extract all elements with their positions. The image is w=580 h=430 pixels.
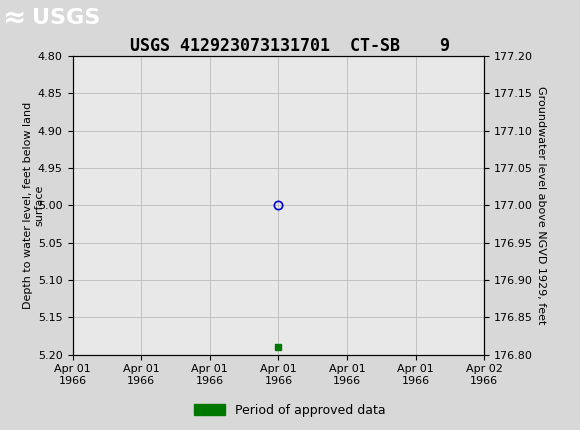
Y-axis label: Depth to water level, feet below land
surface: Depth to water level, feet below land su… xyxy=(23,102,45,309)
Text: ≈: ≈ xyxy=(3,3,26,32)
Text: USGS: USGS xyxy=(32,8,100,28)
Text: USGS 412923073131701  CT-SB    9: USGS 412923073131701 CT-SB 9 xyxy=(130,37,450,55)
Legend: Period of approved data: Period of approved data xyxy=(189,399,391,421)
Y-axis label: Groundwater level above NGVD 1929, feet: Groundwater level above NGVD 1929, feet xyxy=(536,86,546,325)
